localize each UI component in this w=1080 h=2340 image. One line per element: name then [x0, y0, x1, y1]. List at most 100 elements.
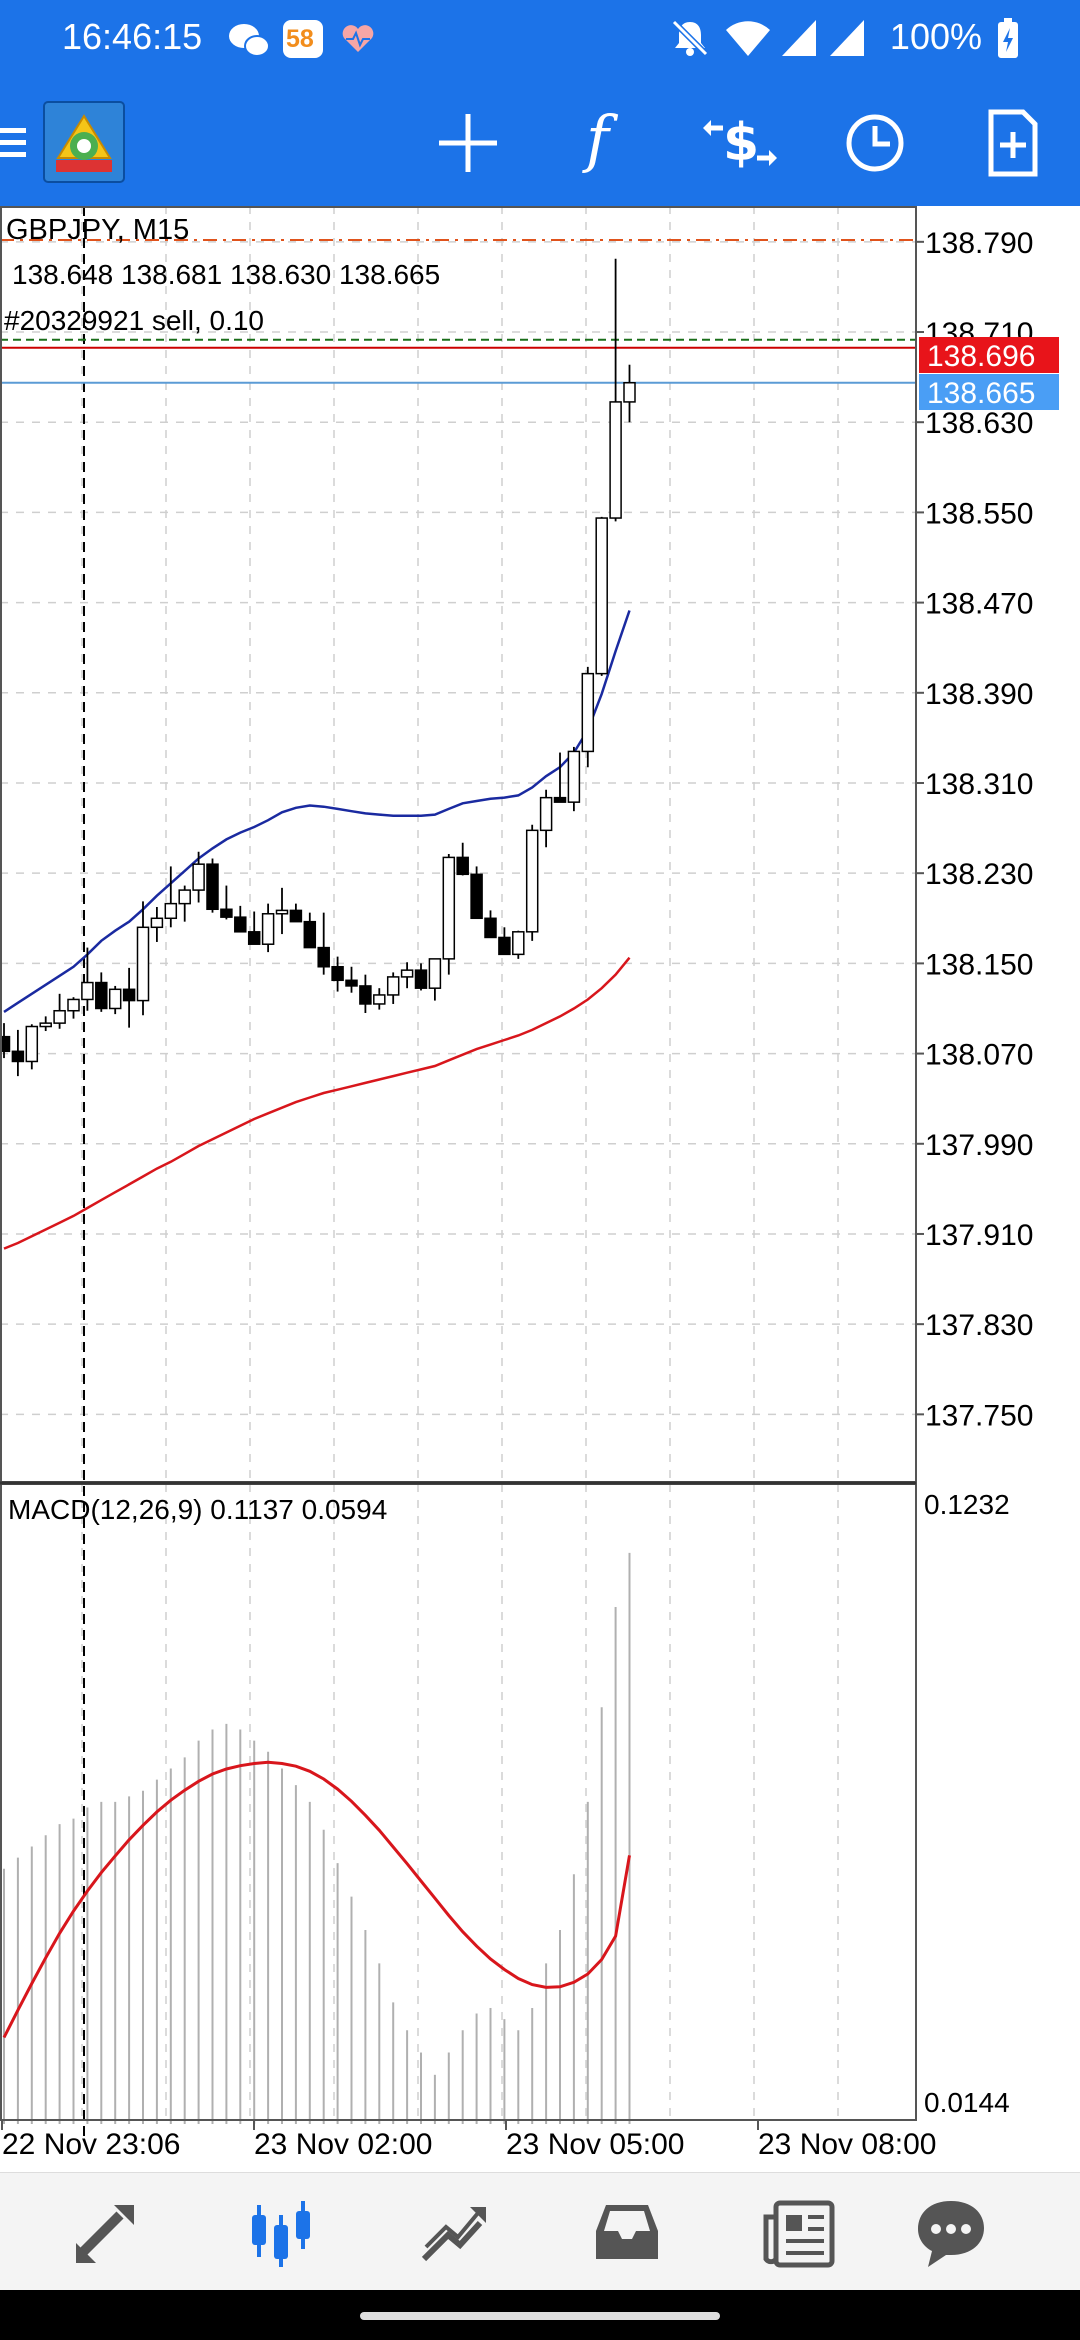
news-icon[interactable] — [756, 2187, 846, 2277]
time-tick-label: 22 Nov 23:06 — [2, 2128, 180, 2161]
macd-label: MACD(12,26,9) 0.1137 0.0594 — [8, 1494, 387, 1525]
price-tick-label: 138.630 — [925, 407, 1033, 440]
candle-body — [247, 931, 261, 945]
status-bar: 16:46:15 58 100% — [0, 0, 1080, 78]
candle-body — [414, 969, 428, 989]
candle-body — [317, 946, 330, 968]
gesture-bar — [0, 2290, 1080, 2340]
candle-body — [373, 994, 386, 1005]
time-tick-label: 23 Nov 08:00 — [758, 2128, 936, 2161]
candle-body — [345, 979, 358, 987]
macd-pane-border — [0, 1483, 917, 2121]
candle-body — [150, 917, 164, 929]
messages-icon[interactable] — [906, 2187, 996, 2277]
candle-body — [192, 863, 205, 891]
price-tick-label: 138.390 — [925, 678, 1033, 711]
price-tick-label: 138.150 — [925, 948, 1033, 981]
candle-body — [0, 1035, 11, 1053]
bid-price-tag — [919, 374, 1059, 410]
time-tick-label: 23 Nov 02:00 — [254, 2128, 432, 2161]
candle-body — [261, 913, 275, 945]
candle-body — [456, 856, 469, 876]
price-tick-label: 138.230 — [925, 858, 1033, 891]
app-58-label: 58 — [286, 25, 314, 53]
moving-averages — [3, 610, 631, 1250]
price-tick-label: 138.070 — [925, 1039, 1033, 1072]
signal-icon-2 — [830, 20, 864, 56]
candle-body — [553, 796, 567, 803]
candle-body — [470, 873, 483, 920]
indicators-glyph: f — [586, 102, 609, 175]
candle-body — [567, 750, 581, 803]
candle-body — [206, 863, 219, 911]
chart-symbol-title: GBPJPY, M15 — [6, 214, 189, 246]
price-tick-label: 138.550 — [925, 497, 1033, 530]
candles — [0, 258, 636, 1077]
candle-body — [11, 1050, 25, 1063]
metatrader-logo[interactable] — [42, 100, 132, 190]
candle-body — [359, 985, 372, 1005]
macd-signal-line — [2, 1760, 631, 2039]
history-icon[interactable] — [582, 2187, 672, 2277]
ma-fast-line — [3, 610, 631, 1013]
grid-lines — [0, 206, 916, 2140]
bid-price-tag-label: 138.665 — [927, 377, 1035, 410]
price-tick-label: 138.470 — [925, 588, 1033, 621]
chart-canvas[interactable]: 138.790138.710138.630138.550138.470138.3… — [0, 206, 1080, 2172]
chart-area[interactable]: 138.790 138.710 138.630 138.550 138.470 138.3… — [0, 206, 1080, 2172]
candle-body — [81, 981, 94, 1001]
chart-frame — [0, 206, 917, 2121]
candle-body — [442, 856, 456, 960]
candle-body — [67, 998, 80, 1012]
new-order-icon[interactable] — [967, 98, 1057, 188]
symbols-icon[interactable]: $ — [695, 98, 785, 188]
price-axis: 138.790138.710138.630138.550138.470138.3… — [916, 227, 1033, 1432]
candle-body — [164, 902, 178, 920]
price-tick-label: 137.910 — [925, 1219, 1033, 1252]
candle-body — [289, 909, 303, 923]
signal-icon — [782, 20, 816, 56]
home-indicator[interactable] — [360, 2312, 720, 2320]
indicators-icon[interactable]: f — [560, 98, 650, 188]
battery-percent: 100% — [889, 16, 982, 57]
ma-slow-line — [3, 956, 631, 1250]
candle-body — [178, 889, 191, 905]
charts-icon[interactable] — [234, 2187, 324, 2277]
price-tick-label: 137.750 — [925, 1399, 1033, 1432]
candle-body — [331, 966, 344, 982]
bottom-navigation — [0, 2172, 1080, 2291]
candle-body — [303, 920, 317, 949]
quotes-icon[interactable] — [62, 2187, 152, 2277]
app-58-icon: 58 — [283, 20, 323, 58]
order-price-tag-label: 138.696 — [927, 340, 1035, 373]
candle-body — [25, 1025, 39, 1063]
price-tick-label: 138.790 — [925, 227, 1033, 260]
order-price-tag — [919, 337, 1059, 373]
timeframe-icon[interactable] — [830, 98, 920, 188]
candle-body — [400, 969, 414, 978]
trade-icon[interactable] — [408, 2187, 498, 2277]
menu-icon[interactable] — [0, 98, 90, 188]
candle-body — [512, 931, 525, 956]
battery-icon — [998, 18, 1018, 58]
candle-body — [108, 988, 122, 1010]
price-tick-label: 137.830 — [925, 1309, 1033, 1342]
wifi-icon — [726, 21, 770, 56]
candle-body — [122, 988, 136, 1002]
candle-body — [386, 976, 400, 996]
candle-body — [484, 917, 497, 939]
time-tick-label: 23 Nov 05:00 — [506, 2128, 684, 2161]
candle-body — [595, 517, 608, 675]
clock: 16:46:15 — [62, 16, 203, 57]
candle-body — [136, 926, 150, 1002]
svg-text:$: $ — [723, 113, 759, 173]
main-pane-border — [0, 206, 917, 1483]
macd-pane — [2, 1552, 631, 2124]
macd-min-label: 0.0144 — [924, 2087, 1010, 2118]
order-label: #20329921 sell, 0.10 — [4, 305, 264, 336]
wechat-icon — [229, 24, 270, 57]
candle-body — [539, 796, 553, 832]
ohlc-values: 138.648 138.681 138.630 138.665 — [12, 259, 440, 290]
crosshair-icon[interactable] — [423, 98, 513, 188]
candle-body — [275, 909, 289, 915]
